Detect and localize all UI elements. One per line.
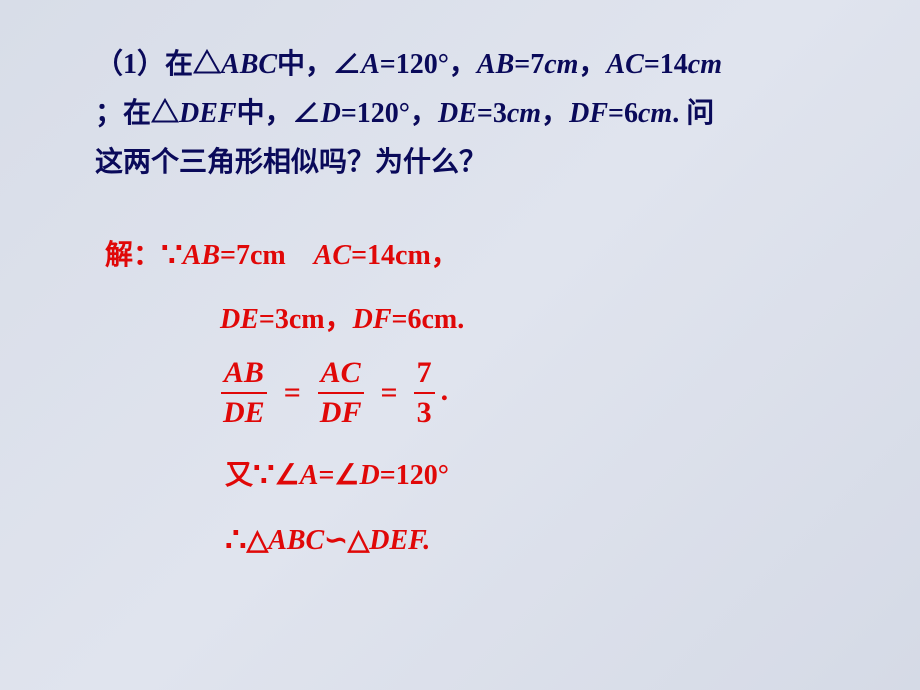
equals-sign: = [282,365,303,421]
var: AB [477,49,514,80]
solution-line-2: DE=3cm，DF=6cm. [105,294,850,346]
text: =7cm [220,240,314,271]
text: 又 [225,460,253,491]
denominator: DF [317,394,365,431]
text: =120°， [341,98,438,129]
var: A [300,460,319,491]
numerator: AB [221,356,267,395]
numerator: 7 [414,356,435,395]
text: =14 [644,49,688,80]
unit: cm [544,49,578,80]
because-symbol: ∵ [161,237,183,274]
text: =7 [514,49,544,80]
because-symbol: ∵ [253,457,275,494]
text: 解： [105,240,161,271]
unit: cm [638,98,672,129]
text: ， [541,98,569,129]
var: DEF [179,98,237,129]
text: ， [578,49,606,80]
var: A [361,49,380,80]
var: DEF. [369,525,430,556]
solution-line-4: 又∵∠A=∠D=120° [105,445,850,508]
var: AC [314,240,351,271]
var: AC [606,49,643,80]
var: D [321,98,341,129]
solution-line-5: ∴△ABC∽△DEF. [105,510,850,573]
var: DE [220,304,259,335]
var: AB [183,240,220,271]
text: ∽ [324,525,347,556]
solution-block: 解：∵AB=7cm AC=14cm， DE=3cm，DF=6cm. AB DE … [95,225,850,572]
text: ；在△ [95,98,179,129]
text: 这两个三角形相似吗？为什么？ [95,147,487,178]
equals-sign: = [378,365,399,421]
var: ABC [268,525,324,556]
unit: cm [507,98,541,129]
fraction-1: AB DE [220,356,268,431]
solution-fraction-line: AB DE = AC DF = 7 3 . [105,356,850,431]
period: . [441,363,449,419]
text: （1）在△ [95,49,221,80]
text: =3cm， [259,304,353,335]
text: =120°， [380,49,477,80]
text: △ [348,525,370,556]
text: =6 [608,98,638,129]
unit: cm [688,49,722,80]
solution-line-1: 解：∵AB=7cm AC=14cm， [105,225,850,288]
text: 中，∠ [237,98,321,129]
text: =14cm， [351,240,459,271]
text: =3 [477,98,507,129]
numerator: AC [318,356,364,395]
denominator: 3 [414,394,435,431]
var: ABC [221,49,277,80]
text: =6cm. [392,304,465,335]
fraction-2: AC DF [317,356,365,431]
therefore-symbol: ∴ [225,522,247,559]
text: . 问 [672,98,714,129]
slide-content: （1）在△ABC中，∠A=120°，AB=7cm，AC=14cm ；在△DEF中… [0,0,920,612]
var: DF [353,304,392,335]
fraction-3: 7 3 [414,356,435,431]
text: =120° [380,460,449,491]
text: =∠ [318,460,359,491]
problem-statement: （1）在△ABC中，∠A=120°，AB=7cm，AC=14cm ；在△DEF中… [95,40,850,187]
var: D [360,460,380,491]
text: 中，∠ [277,49,361,80]
denominator: DE [220,394,268,431]
var: DF [569,98,608,129]
text: △ [247,525,269,556]
var: DE [438,98,477,129]
text: ∠ [275,460,300,491]
